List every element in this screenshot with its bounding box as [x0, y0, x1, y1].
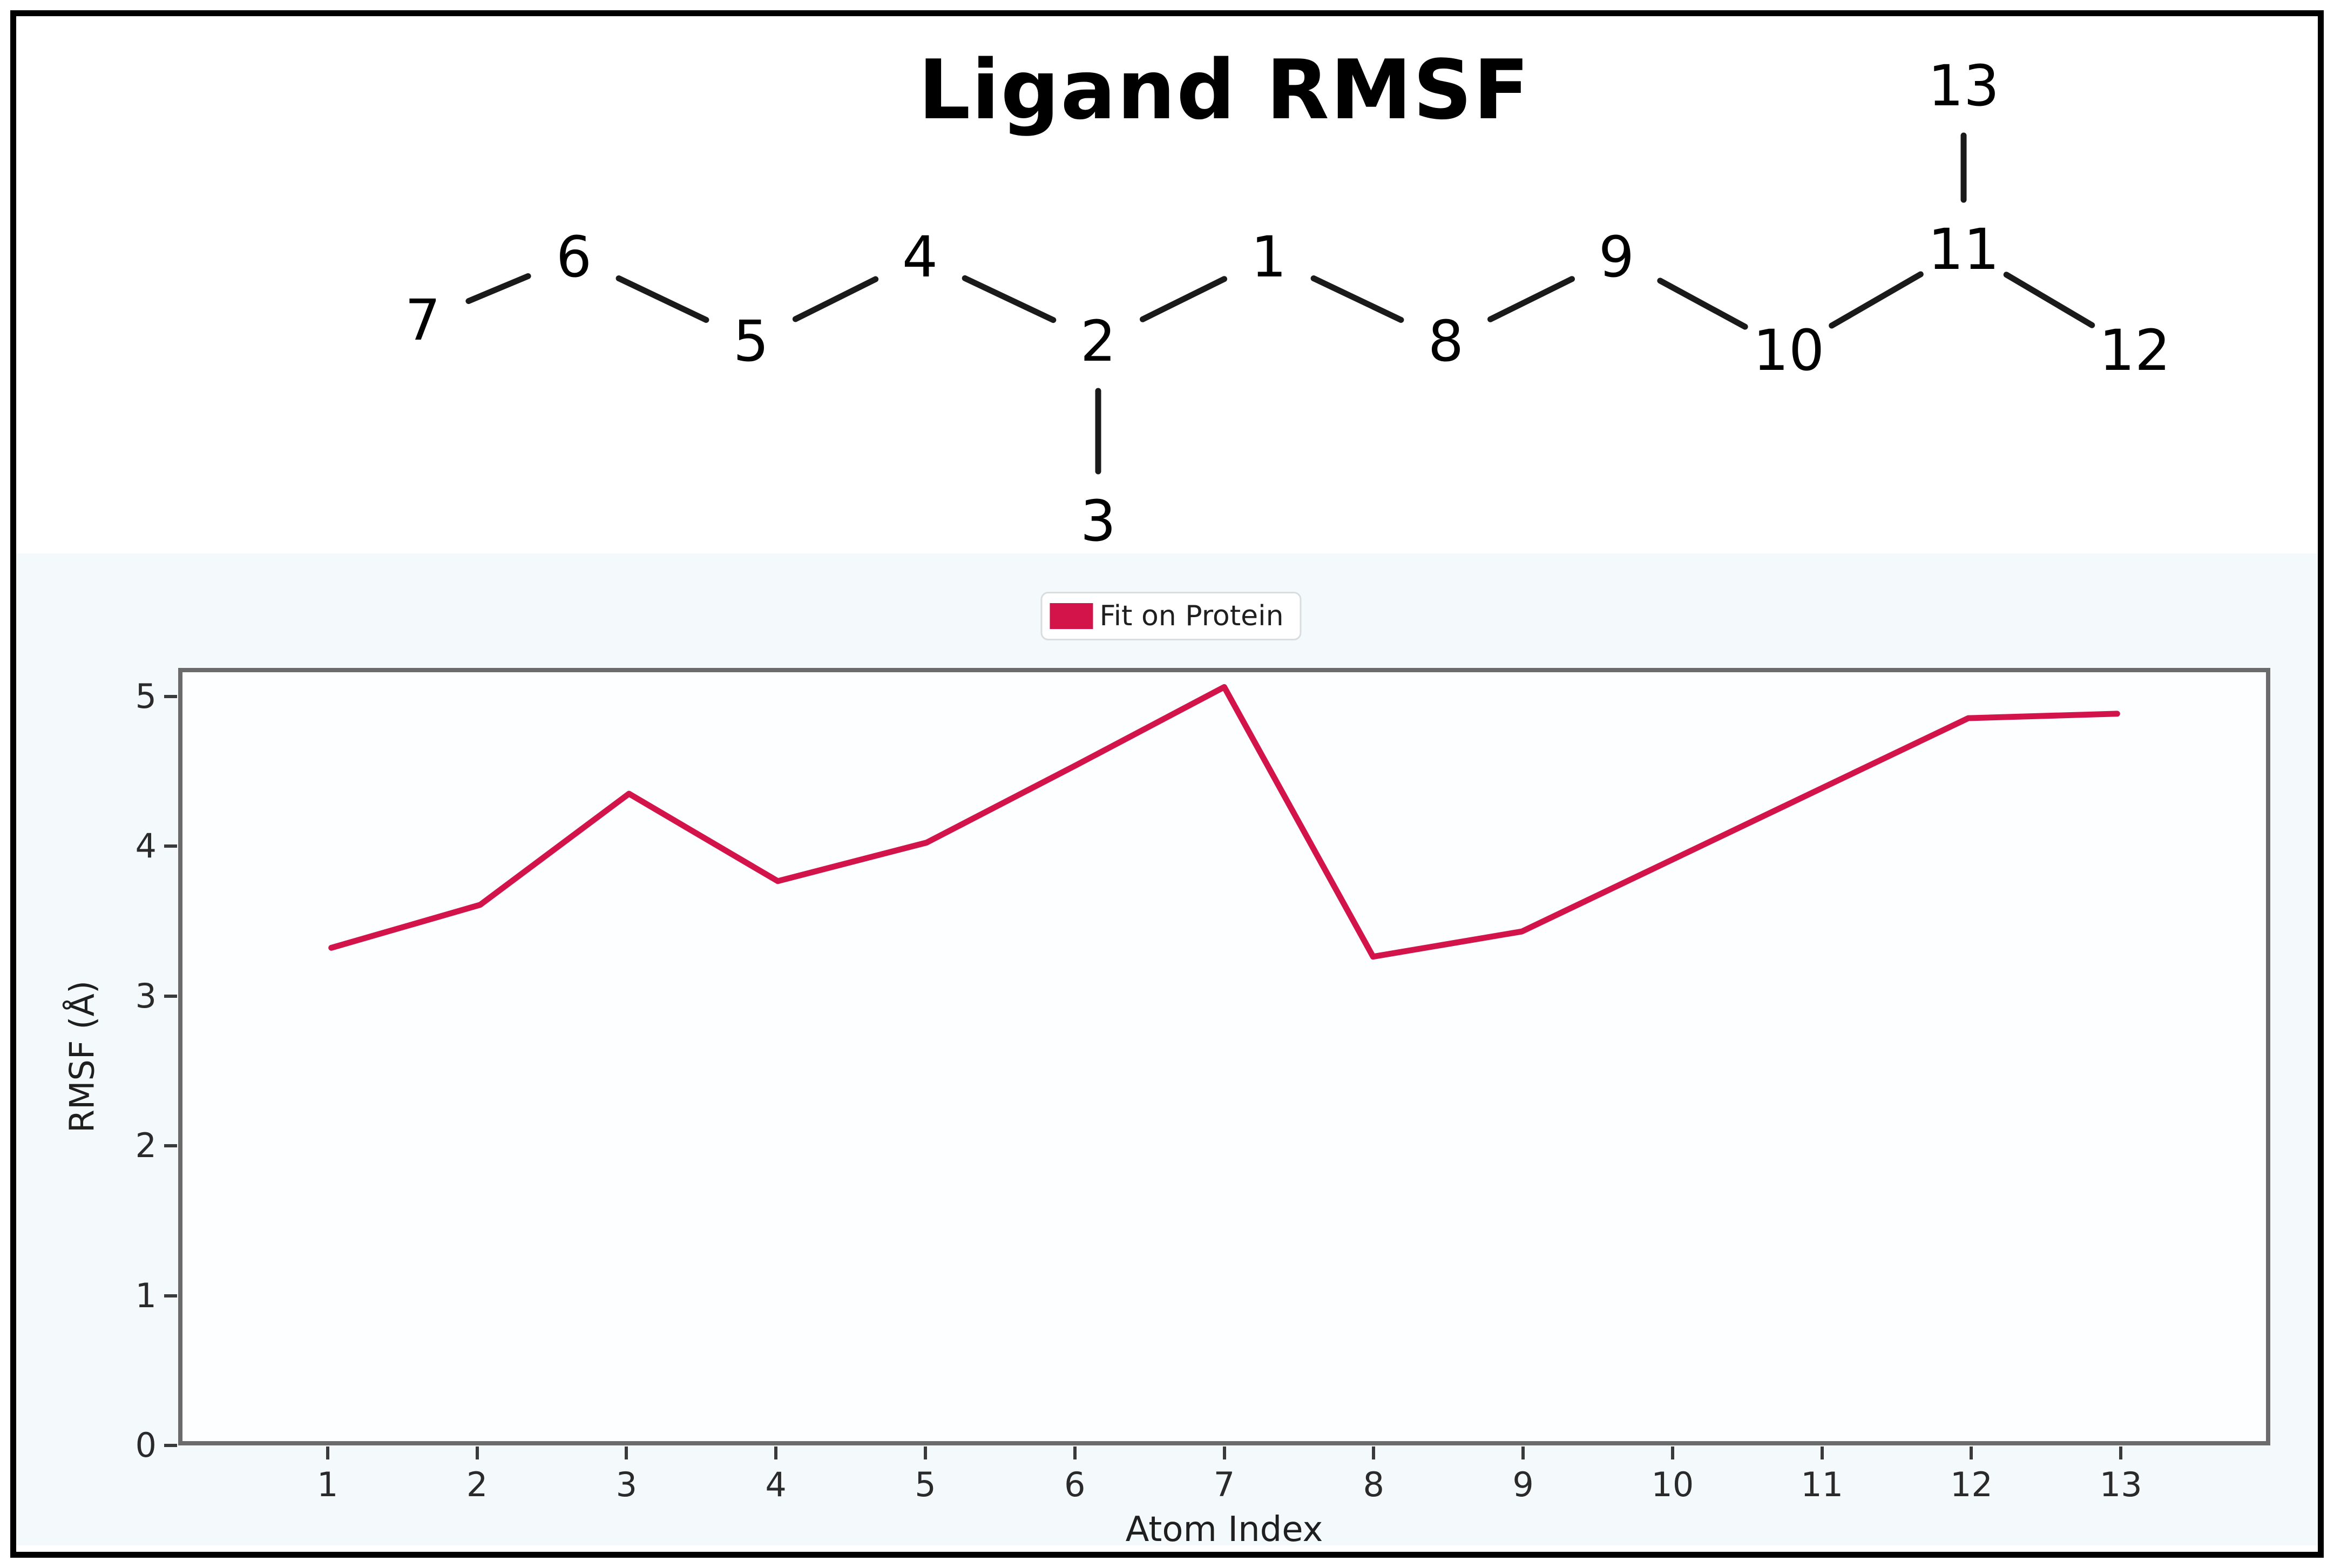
rmsf-line-series: [328, 684, 2120, 960]
atom-label-4: 4: [902, 224, 938, 290]
bond-4-2: [962, 275, 1057, 323]
bond-8-9: [1487, 276, 1575, 322]
bond-11-12: [2003, 272, 2095, 328]
x-tick-mark-3: [625, 1447, 628, 1459]
y-tick-mark-3: [164, 994, 177, 998]
atom-label-3: 3: [1080, 488, 1116, 554]
x-tick-label-7: 7: [1213, 1465, 1235, 1504]
x-tick-label-4: 4: [765, 1465, 787, 1504]
atom-label-2: 2: [1080, 308, 1116, 374]
x-tick-mark-12: [1970, 1447, 1973, 1459]
atom-label-6: 6: [556, 224, 592, 290]
y-tick-mark-2: [164, 1144, 177, 1148]
x-tick-label-2: 2: [466, 1465, 488, 1504]
x-tick-mark-4: [774, 1447, 778, 1459]
legend-label: Fit on Protein: [1099, 600, 1284, 632]
y-axis-label: RMSF (Å): [62, 980, 102, 1133]
y-tick-label-0: 0: [135, 1425, 157, 1465]
x-tick-mark-9: [1521, 1447, 1525, 1459]
atom-label-11: 11: [1928, 217, 1999, 282]
y-tick-label-3: 3: [135, 976, 157, 1016]
y-tick-label-2: 2: [135, 1126, 157, 1166]
x-axis-label: Atom Index: [1125, 1510, 1323, 1550]
y-tick-label-5: 5: [135, 676, 157, 716]
bond-6-5: [615, 275, 709, 323]
y-tick-mark-1: [164, 1294, 177, 1297]
x-tick-label-13: 13: [2099, 1465, 2142, 1504]
x-tick-label-8: 8: [1363, 1465, 1384, 1504]
x-tick-mark-1: [326, 1447, 329, 1459]
atom-label-8: 8: [1428, 308, 1464, 374]
x-tick-label-10: 10: [1651, 1465, 1694, 1504]
x-tick-label-5: 5: [915, 1465, 936, 1504]
atom-label-9: 9: [1599, 224, 1634, 290]
bond-5-4: [792, 276, 879, 322]
atom-label-1: 1: [1251, 224, 1287, 290]
figure-title: Ligand RMSF: [918, 42, 1531, 138]
y-tick-mark-5: [164, 694, 177, 698]
x-tick-mark-8: [1372, 1447, 1376, 1459]
x-tick-label-1: 1: [317, 1465, 339, 1504]
atom-label-12: 12: [2099, 317, 2170, 383]
x-tick-label-9: 9: [1512, 1465, 1534, 1504]
bond-7-6: [465, 273, 531, 305]
atom-label-7: 7: [405, 287, 441, 353]
x-tick-label-3: 3: [615, 1465, 638, 1504]
x-tick-mark-2: [475, 1447, 479, 1459]
y-tick-label-4: 4: [135, 826, 157, 866]
atom-label-5: 5: [733, 308, 769, 374]
bond-10-11: [1829, 271, 1924, 329]
y-tick-mark-0: [164, 1444, 177, 1447]
x-tick-label-12: 12: [1950, 1465, 1993, 1504]
x-tick-label-6: 6: [1064, 1465, 1086, 1504]
atom-label-13: 13: [1928, 53, 1999, 119]
x-tick-mark-7: [1222, 1447, 1226, 1459]
bond-2-1: [1139, 276, 1228, 322]
legend-color-swatch: [1050, 603, 1093, 629]
x-tick-mark-10: [1670, 1447, 1674, 1459]
x-tick-mark-11: [1820, 1447, 1824, 1459]
bond-1-8: [1310, 275, 1404, 323]
plot-canvas: [328, 684, 2120, 960]
y-tick-label-1: 1: [135, 1275, 157, 1315]
x-tick-label-11: 11: [1801, 1465, 1844, 1504]
x-tick-mark-5: [923, 1447, 927, 1459]
atom-label-10: 10: [1753, 317, 1824, 383]
x-tick-mark-6: [1073, 1447, 1077, 1459]
bond-9-10: [1657, 278, 1748, 330]
y-tick-mark-4: [164, 844, 177, 848]
x-tick-mark-13: [2119, 1447, 2123, 1459]
plot-area: [178, 668, 2270, 1445]
legend: Fit on Protein: [1040, 592, 1302, 640]
